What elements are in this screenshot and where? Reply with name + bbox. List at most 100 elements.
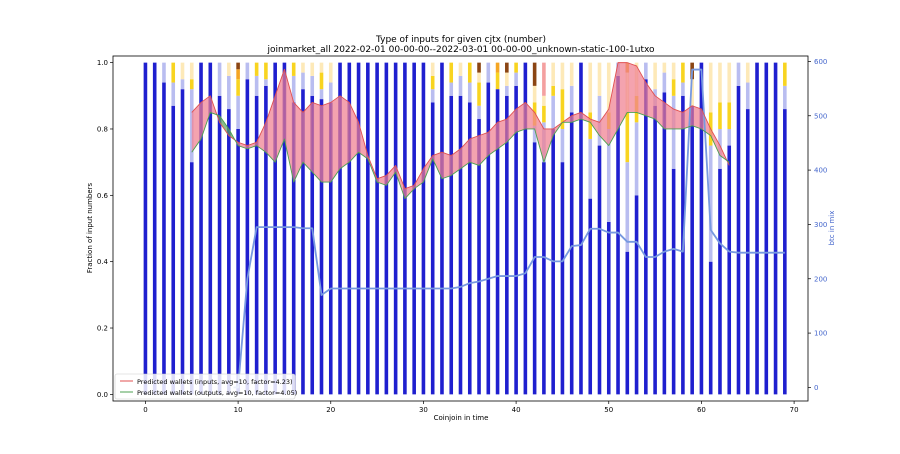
bar-42-remix_light: [532, 125, 537, 143]
bar-4-remix_light: [180, 79, 185, 90]
bar-69-yellow: [783, 62, 787, 86]
fill-region-21: [386, 165, 396, 186]
bar-38-orange: [495, 62, 500, 73]
fill-region-0: [191, 102, 202, 153]
fill-region-27: [441, 152, 452, 179]
bar-18-fresh: [310, 95, 315, 395]
bar-36-brown: [477, 62, 481, 73]
bar-2-fresh: [162, 82, 166, 395]
bar-45-remix_light: [560, 128, 565, 163]
bar-59-fresh: [690, 105, 694, 395]
fill-region-13: [312, 102, 322, 183]
fill-region-54: [692, 105, 702, 129]
bar-49-fresh: [597, 145, 602, 395]
bar-57-pale_yellow: [671, 62, 676, 80]
fill-region-38: [543, 128, 554, 163]
bar-3-yellow: [171, 62, 176, 83]
bars-layer: [143, 62, 787, 395]
bar-58-remix_light: [681, 82, 685, 96]
bar-63-remix_light: [727, 128, 732, 146]
bar-44-remix_light: [551, 95, 555, 129]
legend: Predicted wallets (inputs, avg=10, facto…: [114, 373, 297, 400]
bar-15-fresh: [282, 62, 287, 395]
fill-region-50: [655, 95, 665, 129]
bar-6-fresh: [199, 62, 203, 395]
bar-36-fresh: [477, 119, 481, 395]
bar-9-remix_light: [227, 75, 231, 110]
bar-2-remix_light: [162, 62, 166, 83]
bar-46-remix_light: [569, 85, 574, 113]
fill-region-5: [238, 142, 248, 149]
fill-region-45: [608, 62, 619, 146]
bar-0-fresh: [143, 62, 148, 395]
bar-46-fresh: [569, 112, 574, 395]
bar-38-yellow: [495, 72, 500, 90]
bar-26-fresh: [384, 62, 389, 395]
fill-region-8: [265, 95, 276, 163]
chart-subtitle: joinmarket_all 2022-02-01 00-00-00--2022…: [266, 45, 655, 55]
bar-22-fresh: [347, 62, 352, 395]
bar-35-yellow: [467, 62, 472, 83]
legend-label-inputs: Predicted wallets (inputs, avg=10, facto…: [137, 378, 293, 386]
bar-13-fresh: [264, 85, 268, 395]
y2-tick-label-400: 400: [814, 167, 827, 175]
bar-17-fresh: [301, 89, 305, 395]
bar-32-fresh: [440, 62, 444, 395]
bar-17-remix_light: [301, 72, 305, 90]
bar-50-pale_yellow: [606, 62, 611, 113]
y-tick-label-0.8: 0.8: [97, 125, 108, 133]
bar-30-fresh: [421, 62, 426, 395]
bar-50-fresh: [606, 221, 611, 395]
bar-44-yellow: [551, 85, 555, 96]
bar-31-remix_light: [430, 89, 435, 103]
bar-19-remix_light: [319, 89, 324, 100]
bar-61-remix_light: [708, 145, 713, 262]
bar-49-pale_yellow: [597, 62, 602, 96]
bar-31-yellow: [430, 75, 435, 90]
bar-4-pale_yellow: [180, 62, 185, 80]
bar-39-remix_light: [505, 85, 509, 96]
bar-11-fresh: [245, 79, 250, 395]
bar-65-fresh: [745, 109, 750, 395]
y2-tick-label-200: 200: [814, 275, 827, 283]
bar-37-fresh: [486, 82, 491, 395]
bar-19-fresh: [319, 99, 324, 395]
legend-label-outputs: Predicted wallets (outputs, avg=10, fact…: [137, 389, 297, 397]
bar-5-yellow: [189, 79, 194, 90]
bar-56-remix_light: [662, 72, 667, 93]
bar-10-yellow: [236, 79, 240, 96]
bar-44-pale_yellow: [551, 62, 555, 86]
fill-region-32: [488, 122, 498, 156]
bar-60-fresh: [699, 62, 704, 395]
x-tick-label-50: 50: [604, 406, 613, 414]
bar-50-remix_light: [606, 128, 611, 222]
bar-18-pale_yellow: [310, 62, 315, 76]
bar-16-fresh: [291, 102, 296, 395]
bar-20-pale_yellow: [328, 62, 333, 83]
bar-63-yellow: [727, 102, 732, 129]
bar-39-fresh: [505, 95, 509, 395]
bar-8-remix_light: [217, 62, 222, 96]
bar-54-remix_light: [644, 62, 648, 80]
y2-axis: 0 100 200 300 400 500 600: [808, 58, 827, 392]
bar-37-remix_light: [486, 62, 491, 83]
bar-52-fresh: [625, 251, 630, 395]
fill-region-26: [432, 152, 442, 179]
fill-region-36: [525, 102, 535, 129]
bar-3-remix_light: [171, 82, 176, 106]
fill-region-1: [201, 95, 211, 139]
y2-tick-label-0: 0: [814, 384, 818, 392]
bar-62-pale_yellow: [718, 62, 722, 103]
bar-10-fresh: [236, 128, 240, 395]
bar-10-brown: [236, 62, 240, 70]
bar-46-pale_yellow: [569, 62, 574, 86]
bar-36-remix_light: [477, 105, 481, 120]
x-axis: 0 10 20 30 40 50 60 70: [143, 401, 799, 414]
bar-42-pale_yellow: [532, 85, 537, 103]
fill-region-7: [256, 122, 266, 153]
predicted-outputs-line: [191, 111, 730, 200]
bar-43-pale_yellow: [542, 95, 546, 106]
fill-region-56: [710, 128, 720, 156]
x-tick-label-60: 60: [697, 406, 706, 414]
